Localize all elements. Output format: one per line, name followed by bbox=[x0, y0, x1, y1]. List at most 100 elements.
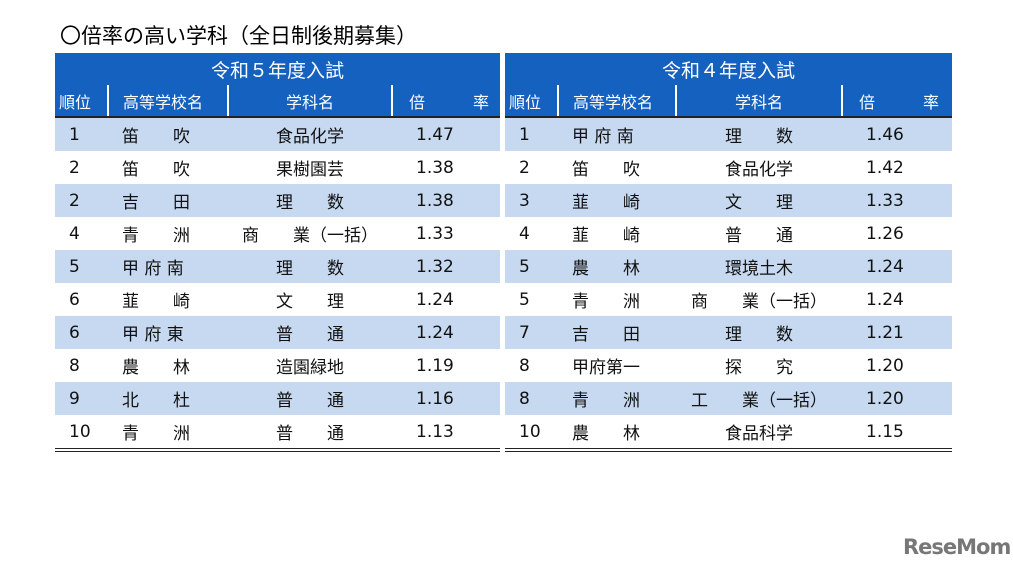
header-school: 高等学校名 bbox=[557, 85, 676, 118]
ratio-cell: 1.13 bbox=[392, 415, 500, 452]
school-cell: 甲 府 東 bbox=[108, 316, 228, 349]
table-reiwa5: 令和５年度入試 順位 高等学校名 学科名 倍 率 1 笛 吹 食品化学 1.47… bbox=[55, 53, 500, 452]
ratio-cell: 1.38 bbox=[392, 151, 500, 184]
school-cell: 吉 田 bbox=[558, 316, 676, 349]
table-row: 8 農 林 造園緑地 1.19 bbox=[55, 349, 500, 382]
table-row: 7 吉 田 理 数 1.21 bbox=[505, 316, 952, 349]
school-cell: 青 洲 bbox=[108, 415, 228, 452]
dept-cell: 食品化学 bbox=[676, 151, 842, 184]
rank-cell: 5 bbox=[55, 250, 108, 283]
rank-cell: 9 bbox=[55, 382, 108, 415]
table-row: 5 甲 府 南 理 数 1.32 bbox=[55, 250, 500, 283]
school-cell: 甲府第一 bbox=[558, 349, 676, 382]
ratio-cell: 1.20 bbox=[842, 382, 952, 415]
school-cell: 甲 府 南 bbox=[108, 250, 228, 283]
table-row: 1 甲 府 南 理 数 1.46 bbox=[505, 117, 952, 151]
table-reiwa4: 令和４年度入試 順位 高等学校名 学科名 倍 率 1 甲 府 南 理 数 1.4… bbox=[505, 53, 952, 452]
school-cell: 笛 吹 bbox=[108, 117, 228, 151]
school-cell: 韮 崎 bbox=[108, 283, 228, 316]
table-row: 8 青 洲 工 業（一括） 1.20 bbox=[505, 382, 952, 415]
rank-cell: 10 bbox=[505, 415, 558, 452]
ratio-cell: 1.32 bbox=[392, 250, 500, 283]
dept-cell: 食品科学 bbox=[676, 415, 842, 452]
dept-cell: 探 究 bbox=[676, 349, 842, 382]
table-row: 4 韮 崎 普 通 1.26 bbox=[505, 217, 952, 250]
rank-cell: 6 bbox=[55, 283, 108, 316]
header-ratio: 倍 率 bbox=[391, 85, 500, 118]
dept-cell: 環境土木 bbox=[676, 250, 842, 283]
ratio-cell: 1.20 bbox=[842, 349, 952, 382]
table-row: 8 甲府第一 探 究 1.20 bbox=[505, 349, 952, 382]
page-title: 〇倍率の高い学科（全日制後期募集） bbox=[60, 24, 417, 48]
dept-cell: 普 通 bbox=[676, 217, 842, 250]
school-cell: 農 林 bbox=[558, 250, 676, 283]
rank-cell: 8 bbox=[505, 349, 558, 382]
dept-cell: 普 通 bbox=[228, 415, 392, 452]
dept-cell: 文 理 bbox=[228, 283, 392, 316]
rank-cell: 8 bbox=[55, 349, 108, 382]
rank-cell: 1 bbox=[505, 117, 558, 151]
header-ratio: 倍 率 bbox=[841, 85, 952, 118]
ratio-cell: 1.47 bbox=[392, 117, 500, 151]
rank-cell: 8 bbox=[505, 382, 558, 415]
ratio-cell: 1.16 bbox=[392, 382, 500, 415]
dept-cell: 文 理 bbox=[676, 184, 842, 217]
rank-cell: 4 bbox=[55, 217, 108, 250]
table-row: 4 青 洲 商 業（一括） 1.33 bbox=[55, 217, 500, 250]
school-cell: 北 杜 bbox=[108, 382, 228, 415]
ratio-cell: 1.24 bbox=[842, 250, 952, 283]
rank-cell: 10 bbox=[55, 415, 108, 452]
dept-cell: 商 業（一括） bbox=[228, 217, 392, 250]
school-cell: 笛 吹 bbox=[108, 151, 228, 184]
header-dept: 学科名 bbox=[675, 85, 842, 118]
ratio-cell: 1.46 bbox=[842, 117, 952, 151]
school-cell: 韮 崎 bbox=[558, 217, 676, 250]
school-cell: 農 林 bbox=[558, 415, 676, 452]
rank-cell: 5 bbox=[505, 250, 558, 283]
rank-cell: 4 bbox=[505, 217, 558, 250]
dept-cell: 商 業（一括） bbox=[676, 283, 842, 316]
dept-cell: 普 通 bbox=[228, 382, 392, 415]
dept-cell: 食品化学 bbox=[228, 117, 392, 151]
rank-cell: 5 bbox=[505, 283, 558, 316]
dept-cell: 理 数 bbox=[228, 250, 392, 283]
table-row: 5 青 洲 商 業（一括） 1.24 bbox=[505, 283, 952, 316]
rank-cell: 2 bbox=[55, 184, 108, 217]
rank-cell: 7 bbox=[505, 316, 558, 349]
rank-cell: 2 bbox=[55, 151, 108, 184]
rank-cell: 2 bbox=[505, 151, 558, 184]
table-row: 9 北 杜 普 通 1.16 bbox=[55, 382, 500, 415]
header-school: 高等学校名 bbox=[107, 85, 228, 118]
dept-cell: 理 数 bbox=[676, 117, 842, 151]
table-row: 2 笛 吹 果樹園芸 1.38 bbox=[55, 151, 500, 184]
ratio-cell: 1.42 bbox=[842, 151, 952, 184]
school-cell: 吉 田 bbox=[108, 184, 228, 217]
dept-cell: 果樹園芸 bbox=[228, 151, 392, 184]
dept-cell: 造園緑地 bbox=[228, 349, 392, 382]
ratio-cell: 1.15 bbox=[842, 415, 952, 452]
table-row: 10 青 洲 普 通 1.13 bbox=[55, 415, 500, 452]
rank-cell: 3 bbox=[505, 184, 558, 217]
header-rank: 順位 bbox=[55, 85, 108, 118]
header-dept: 学科名 bbox=[227, 85, 392, 118]
ratio-cell: 1.38 bbox=[392, 184, 500, 217]
table-row: 6 甲 府 東 普 通 1.24 bbox=[55, 316, 500, 349]
ratio-cell: 1.24 bbox=[842, 283, 952, 316]
resemom-logo: ReseMom bbox=[903, 535, 1011, 559]
rank-cell: 6 bbox=[55, 316, 108, 349]
table-caption: 令和５年度入試 bbox=[55, 53, 500, 85]
table-row: 5 農 林 環境土木 1.24 bbox=[505, 250, 952, 283]
school-cell: 笛 吹 bbox=[558, 151, 676, 184]
ratio-cell: 1.26 bbox=[842, 217, 952, 250]
school-cell: 韮 崎 bbox=[558, 184, 676, 217]
table-caption: 令和４年度入試 bbox=[505, 53, 952, 85]
table-row: 1 笛 吹 食品化学 1.47 bbox=[55, 117, 500, 151]
header-rank: 順位 bbox=[505, 85, 558, 118]
ratio-cell: 1.21 bbox=[842, 316, 952, 349]
dept-cell: 理 数 bbox=[228, 184, 392, 217]
school-cell: 甲 府 南 bbox=[558, 117, 676, 151]
ratio-cell: 1.24 bbox=[392, 283, 500, 316]
table-row: 6 韮 崎 文 理 1.24 bbox=[55, 283, 500, 316]
dept-cell: 理 数 bbox=[676, 316, 842, 349]
school-cell: 青 洲 bbox=[108, 217, 228, 250]
